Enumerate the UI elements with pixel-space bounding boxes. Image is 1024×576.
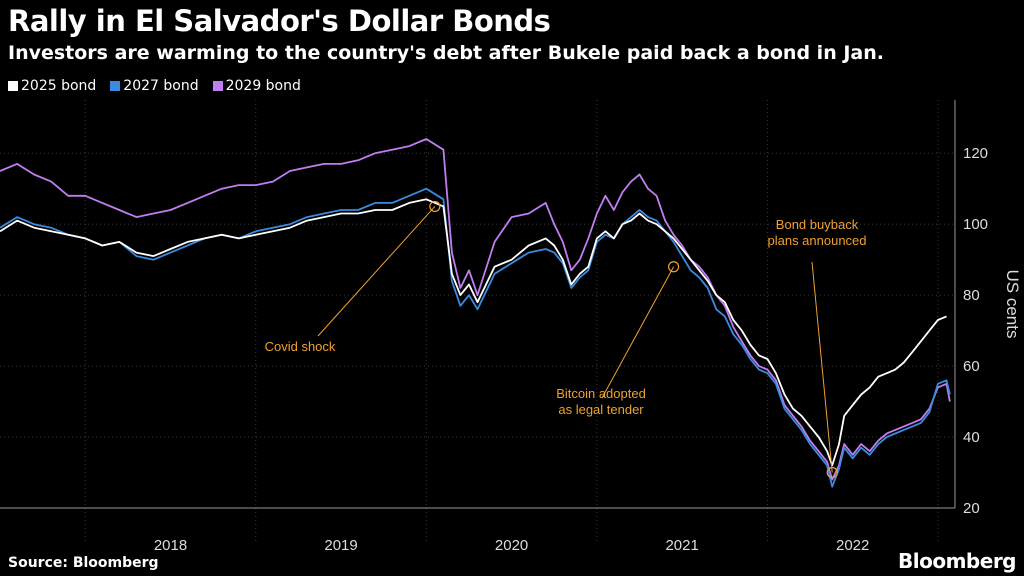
legend-item-2029: 2029 bond bbox=[212, 78, 301, 94]
x-tick-label: 2018 bbox=[154, 537, 187, 554]
annotation-label: Bitcoin adopted as legal tender bbox=[556, 386, 646, 417]
page-subtitle: Investors are warming to the country's d… bbox=[8, 42, 884, 64]
y-axis-label: US cents bbox=[1003, 270, 1022, 339]
annotation-label-line: Bitcoin adopted bbox=[556, 386, 646, 401]
annotation-marker bbox=[429, 200, 441, 213]
annotation-marker bbox=[668, 261, 680, 273]
page-title: Rally in El Salvador's Dollar Bonds bbox=[8, 4, 551, 38]
series-line-2025-bond bbox=[0, 198, 947, 467]
legend: 2025 bond 2027 bond 2029 bond bbox=[8, 78, 301, 94]
annotation-label-line: Covid shock bbox=[265, 339, 336, 354]
x-tick-label: 2020 bbox=[495, 537, 528, 554]
y-tick-label: 20 bbox=[963, 500, 980, 517]
annotation-label: Covid shock bbox=[265, 339, 336, 354]
y-tick-label: 80 bbox=[963, 287, 980, 304]
bloomberg-logo: Bloomberg bbox=[898, 549, 1016, 573]
legend-item-2027: 2027 bond bbox=[110, 78, 199, 94]
legend-swatch-2025 bbox=[8, 81, 18, 91]
legend-label-2027: 2027 bond bbox=[123, 78, 199, 94]
y-tick-label: 100 bbox=[963, 216, 988, 233]
source-note: Source: Bloomberg bbox=[8, 555, 159, 571]
legend-label-2025: 2025 bond bbox=[21, 78, 97, 94]
x-tick-label: 2021 bbox=[665, 537, 698, 554]
annotation-leader bbox=[601, 266, 675, 399]
y-tick-label: 40 bbox=[963, 429, 980, 446]
legend-label-2029: 2029 bond bbox=[225, 78, 301, 94]
legend-item-2025: 2025 bond bbox=[8, 78, 96, 94]
annotation-label-line: plans announced bbox=[767, 233, 866, 248]
annotation-label: Bond buyback plans announced bbox=[767, 217, 866, 248]
legend-swatch-2029 bbox=[212, 81, 223, 91]
y-tick-label: 120 bbox=[963, 145, 988, 162]
x-tick-label: 2022 bbox=[836, 537, 869, 554]
legend-swatch-2027 bbox=[110, 81, 121, 91]
annotation-label-line: Bond buyback bbox=[776, 217, 859, 232]
x-tick-label: 2019 bbox=[324, 537, 357, 554]
annotation-leader bbox=[811, 261, 833, 473]
y-tick-label: 60 bbox=[963, 358, 980, 375]
annotation-leader bbox=[317, 206, 436, 337]
series-line-2029-bond bbox=[0, 138, 951, 481]
annotation-label-line: as legal tender bbox=[558, 402, 644, 417]
